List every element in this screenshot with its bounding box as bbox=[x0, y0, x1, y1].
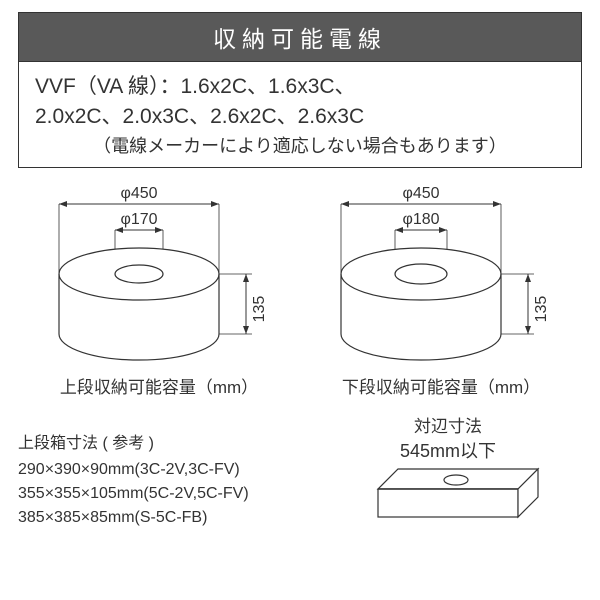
wire-note: （電線メーカーにより適応しない場合もあります） bbox=[35, 133, 565, 159]
header-title: 収納可能電線 bbox=[213, 26, 387, 52]
header-bar: 収納可能電線 bbox=[18, 12, 582, 62]
lower-cylinder-svg: φ450 φ180 135 bbox=[306, 184, 576, 369]
upper-cylinder: φ450 φ170 135 上段収納 bbox=[24, 184, 294, 398]
cylinder-dimensions-row: φ450 φ170 135 上段収納 bbox=[18, 184, 582, 398]
lower-caption: 下段収納可能容量（mm） bbox=[306, 373, 576, 398]
ref-line-0: 290×390×90mm(3C-2V,3C-FV) bbox=[18, 458, 318, 482]
box-diagram-svg bbox=[338, 465, 558, 565]
upper-caption: 上段収納可能容量（mm） bbox=[24, 373, 294, 398]
wire-line-2: 2.0x2C、2.0x3C、2.6x2C、2.6x3C bbox=[35, 102, 565, 132]
lower-inner-label: φ180 bbox=[402, 211, 439, 228]
upper-cylinder-svg: φ450 φ170 135 bbox=[24, 184, 294, 369]
box-label: 対辺寸法 bbox=[318, 412, 578, 437]
lower-height-label: 135 bbox=[533, 296, 550, 323]
lower-outer-label: φ450 bbox=[402, 185, 439, 202]
reference-dimensions: 上段箱寸法 ( 参考 ) 290×390×90mm(3C-2V,3C-FV) 3… bbox=[18, 412, 318, 565]
upper-height-label: 135 bbox=[251, 296, 268, 323]
ref-line-2: 385×385×85mm(S-5C-FB) bbox=[18, 506, 318, 530]
lower-cylinder: φ450 φ180 135 下段収納可能容量（mm） bbox=[306, 184, 576, 398]
upper-inner-label: φ170 bbox=[120, 211, 157, 228]
ref-title: 上段箱寸法 ( 参考 ) bbox=[18, 432, 318, 456]
wire-spec-box: VVF（VA 線）：1.6x2C、1.6x3C、 2.0x2C、2.0x3C、2… bbox=[18, 62, 582, 168]
upper-outer-label: φ450 bbox=[120, 185, 157, 202]
box-value: 545mm以下 bbox=[318, 437, 578, 463]
bottom-row: 上段箱寸法 ( 参考 ) 290×390×90mm(3C-2V,3C-FV) 3… bbox=[18, 412, 582, 565]
ref-line-1: 355×355×105mm(5C-2V,5C-FV) bbox=[18, 482, 318, 506]
box-dimension: 対辺寸法 545mm以下 bbox=[318, 412, 578, 565]
wire-line-1: VVF（VA 線）：1.6x2C、1.6x3C、 bbox=[35, 72, 565, 102]
